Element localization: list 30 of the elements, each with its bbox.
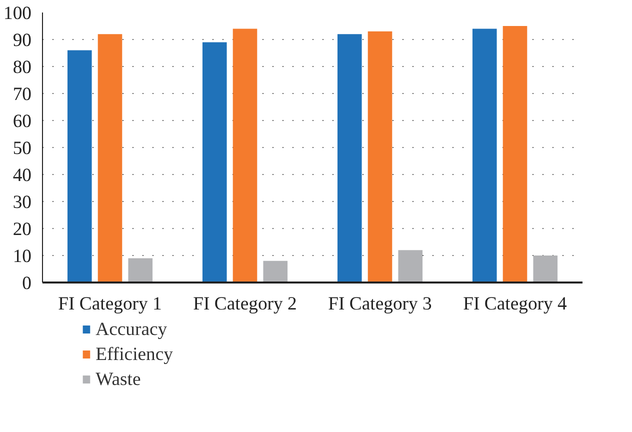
y-tick-label: 80 <box>12 57 32 78</box>
x-tick-label: FI Category 1 <box>58 294 162 314</box>
legend-label: Waste <box>96 369 141 390</box>
bar <box>67 50 92 282</box>
y-tick-label: 40 <box>12 165 32 186</box>
y-tick-label: 70 <box>12 84 32 105</box>
bar <box>202 42 227 282</box>
legend-label: Accuracy <box>96 319 168 340</box>
y-tick-label: 90 <box>12 30 32 51</box>
bar <box>502 26 528 282</box>
bar <box>232 28 258 282</box>
bar <box>128 258 153 282</box>
y-tick-label: 20 <box>12 219 32 240</box>
y-tick-label: 0 <box>22 273 32 294</box>
y-tick-label: 10 <box>12 246 32 267</box>
y-tick-label: 60 <box>12 111 32 132</box>
y-tick-label: 100 <box>4 3 32 24</box>
x-tick-label: FI Category 3 <box>328 294 432 314</box>
bar <box>263 260 288 282</box>
bar <box>398 250 423 282</box>
x-tick-label: FI Category 4 <box>463 294 568 314</box>
bar <box>368 31 392 282</box>
bar <box>337 34 362 282</box>
bar <box>98 34 122 282</box>
bar <box>472 28 497 282</box>
y-tick-label: 30 <box>12 192 32 213</box>
legend-label: Efficiency <box>96 344 174 365</box>
bar <box>533 256 558 282</box>
x-tick-label: FI Category 2 <box>193 294 297 314</box>
y-tick-label: 50 <box>12 138 32 159</box>
